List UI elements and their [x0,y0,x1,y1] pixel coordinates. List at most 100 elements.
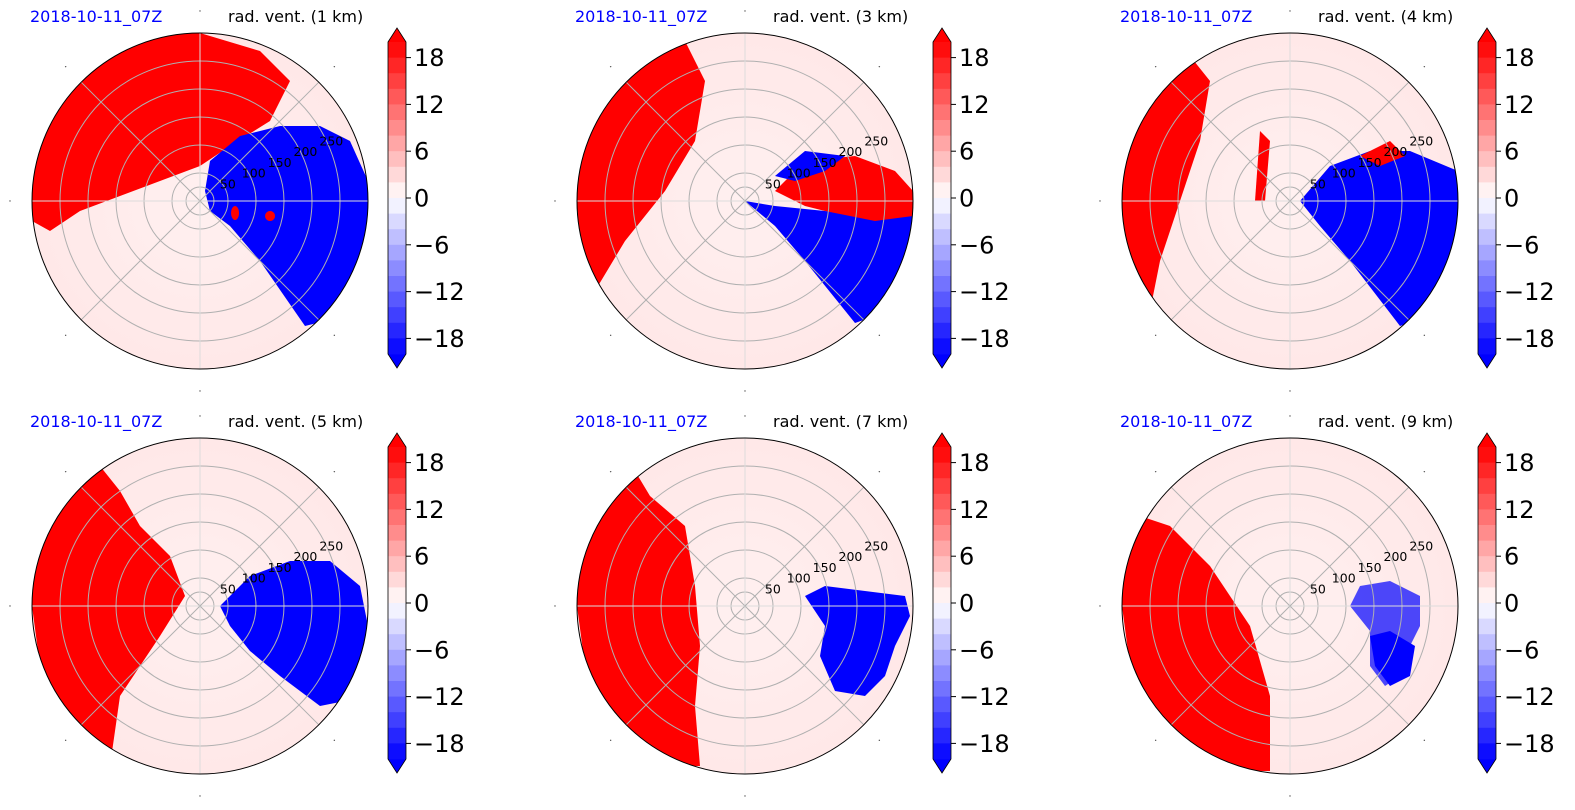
angular-tick [1423,334,1426,337]
radial-tick-label: 150 [813,155,837,170]
colorbar-extend-bottom [388,354,406,368]
colorbar-extend-bottom [933,759,951,773]
colorbar-band [933,120,951,136]
negative-velocity-region [220,561,368,706]
colorbar-band [1478,135,1496,152]
radial-tick-label: 150 [813,560,837,575]
colorbar-extend-bottom [1478,759,1496,773]
colorbar-band [1478,618,1496,635]
radial-tick-label: 50 [220,176,236,191]
colorbar-extend-top [388,28,406,42]
colorbar-tick-label: 6 [414,138,429,166]
colorbar-band [933,681,951,697]
angular-tick [609,470,612,473]
radial-tick-label: 50 [1310,176,1326,191]
colorbar-band [1478,727,1496,744]
colorbar-band [388,182,406,199]
polar-frame [576,437,914,775]
colorbar-tick-label: 0 [959,185,974,213]
angular-tick [1423,470,1426,473]
colorbar-band [933,447,951,463]
colorbar-frame [932,432,952,774]
angular-tick [64,65,67,68]
colorbar-band [1478,540,1496,557]
colorbar-band [1478,743,1496,760]
colorbar-tick-label: 0 [959,590,974,618]
radial-tick-label: 250 [319,133,343,148]
colorbar: 18 12 6 0 −6 −12 −18 [932,27,1010,369]
colorbar-band [388,447,406,463]
colorbar-tick-label: −18 [414,325,465,353]
colorbar-tick-label: 6 [1504,138,1519,166]
grid-spoke [80,81,201,202]
radial-tick-label: 250 [1409,133,1433,148]
angular-tick [1154,470,1157,473]
grid-spoke [1289,81,1410,202]
radial-tick-label: 150 [1358,560,1382,575]
colorbar-band [933,587,951,604]
radial-tick-label: 100 [242,571,266,586]
negative-velocity-region [1300,151,1458,326]
angular-tick [1423,65,1426,68]
colorbar-band [388,260,406,277]
colorbar-band [933,73,951,90]
colorbar-frame [1477,432,1497,774]
colorbar-band [388,603,406,619]
colorbar-band [388,88,406,105]
colorbar-band [388,213,406,230]
polar-frame [31,437,369,775]
colorbar-extend-top [933,28,951,42]
colorbar-tick-label: 18 [1504,44,1535,72]
angular-tick [1423,739,1426,742]
polar-frame [1121,32,1459,370]
grid-spoke [1170,486,1291,607]
radial-tick-label: 50 [1310,581,1326,596]
negative-velocity-region [805,586,910,696]
radial-tick-label: 150 [1358,155,1382,170]
negative-velocity-region [775,151,845,181]
grid-spoke [80,605,201,726]
colorbar-band [933,540,951,557]
colorbar-band [388,291,406,308]
radial-tick-label: 50 [765,581,781,596]
angular-tick [878,334,881,337]
colorbar-frame [387,432,407,774]
grid-spoke [1289,200,1410,321]
angular-tick [1154,334,1157,337]
colorbar-tick-label: −6 [1504,636,1539,664]
colorbar-band [388,540,406,557]
colorbar-tick-label: 0 [1504,590,1519,618]
colorbar-band [933,182,951,199]
colorbar-band [1478,649,1496,666]
colorbar-band [388,198,406,214]
colorbar-band [1478,338,1496,355]
colorbar-band [1478,104,1496,121]
angular-tick [199,795,201,797]
colorbar-band [388,73,406,90]
grid-spoke [1289,486,1410,607]
colorbar-tick-label: −12 [959,278,1010,306]
colorbar-tick-label: −6 [414,231,449,259]
colorbar-band [388,743,406,760]
grid-spoke [199,605,320,726]
colorbar: 18 12 6 0 −6 −12 −18 [387,27,465,369]
colorbar-band [933,509,951,526]
positive-velocity-region [577,41,705,291]
angular-tick [199,415,201,417]
panel-title: rad. vent. (7 km) [773,412,909,431]
colorbar-band [933,618,951,635]
angular-tick [554,605,556,607]
colorbar-band [1478,603,1496,619]
colorbar-band [933,634,951,651]
colorbar-band [1478,307,1496,324]
colorbar-band [388,525,406,541]
colorbar-band [933,104,951,121]
colorbar: 18 12 6 0 −6 −12 −18 [932,432,1010,774]
colorbar-band [388,338,406,355]
polar-frame [31,32,369,370]
polar-frame [1121,437,1459,775]
angular-tick [9,605,11,607]
colorbar-band [933,712,951,729]
angular-tick [609,739,612,742]
